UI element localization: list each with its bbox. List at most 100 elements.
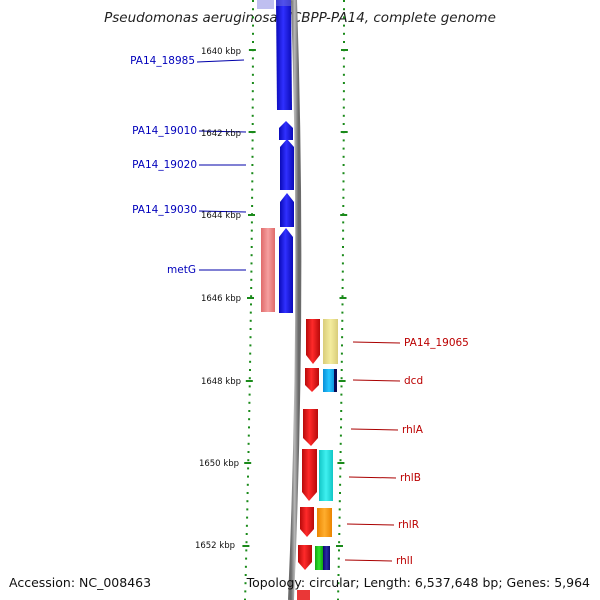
right-track-dot	[342, 123, 345, 125]
right-track-dot	[337, 598, 339, 600]
left-track-dot	[251, 139, 254, 142]
right-track-dot	[342, 229, 345, 232]
forward-strand-genes	[261, 0, 294, 313]
left-track-dot	[252, 16, 254, 19]
ruler-label: 1652 kbp	[195, 541, 235, 551]
right-track-dot	[342, 205, 345, 207]
left-track-dot	[249, 369, 251, 371]
left-track-dot	[251, 82, 254, 84]
leader-rhlR	[346, 523, 395, 526]
left-track-dot	[248, 377, 251, 380]
left-major-tick	[242, 545, 250, 547]
left-track-dot	[250, 246, 253, 248]
left-track-dot	[252, 41, 254, 43]
right-track-dot	[341, 287, 344, 289]
genome-summary-text: Topology: circular; Length: 6,537,648 bp…	[246, 575, 590, 590]
left-track-dot	[250, 295, 253, 298]
right-track-dot	[338, 533, 341, 535]
right-track-dot	[338, 549, 340, 552]
left-track-dot	[249, 319, 252, 322]
left-track-dot	[248, 410, 251, 412]
left-track-dot	[251, 114, 254, 117]
gene-rhlB-arrow	[302, 449, 317, 501]
left-major-tick	[244, 462, 252, 464]
right-track-dot	[339, 451, 342, 453]
left-track-dot	[251, 106, 254, 109]
right-track-dot	[340, 352, 343, 355]
left-track-dot	[246, 516, 249, 519]
left-track-dot	[251, 205, 254, 207]
right-track-dot	[337, 590, 340, 593]
left-track-dot	[244, 565, 247, 568]
left-track-dot	[250, 278, 253, 281]
right-track-dot	[343, 0, 345, 2]
left-track-dot	[251, 123, 254, 125]
right-track-dot	[343, 32, 345, 35]
leader-PA14_19030	[198, 210, 247, 213]
gene-label-rhlB: rhlB	[400, 472, 421, 484]
left-track-dot	[246, 492, 249, 494]
right-major-tick	[340, 131, 348, 133]
leader-rhlI	[344, 559, 393, 562]
leader-dcd	[352, 379, 401, 382]
right-major-tick	[340, 214, 348, 216]
gene-rhlI-navy	[323, 546, 330, 570]
right-track-dot	[343, 8, 345, 11]
right-track-dot	[343, 41, 345, 43]
right-track-dot	[341, 254, 344, 257]
left-track-dot	[248, 385, 251, 388]
right-track-dot	[338, 508, 341, 511]
right-track-dot	[342, 106, 345, 109]
leader-PA14_18985	[196, 59, 245, 63]
gene-dcd-block	[323, 369, 335, 392]
right-track-dot	[341, 344, 343, 347]
right-track-dot	[341, 295, 344, 298]
gene-label-metG: metG	[167, 264, 196, 276]
right-track-dot	[342, 114, 345, 117]
left-track-dot	[251, 65, 254, 68]
right-track-dot	[342, 180, 345, 183]
right-track-dot	[337, 565, 340, 568]
left-track-dot	[247, 442, 250, 445]
left-track-dot	[251, 188, 254, 191]
left-major-tick	[245, 380, 253, 382]
ruler-label: 1650 kbp	[199, 459, 239, 469]
left-major-tick	[247, 297, 254, 299]
right-track-dot	[340, 360, 343, 363]
left-track-dot	[250, 229, 253, 232]
left-track-dot	[249, 352, 252, 355]
right-track-dot	[342, 65, 345, 68]
left-track-dot	[244, 598, 246, 600]
right-track-dot	[337, 582, 340, 585]
right-track-dot	[341, 336, 344, 339]
left-track-dot	[245, 557, 248, 560]
left-track-dot	[250, 254, 253, 257]
gene-label-dcd: dcd	[404, 375, 423, 387]
left-track-dot	[246, 483, 249, 486]
right-track-dot	[337, 557, 340, 560]
gene-dcd-dark	[334, 369, 337, 392]
right-track-dot	[342, 147, 345, 150]
accession-text: Accession: NC_008463	[9, 575, 152, 590]
right-track-dot	[342, 237, 345, 240]
faded-gene-top	[257, 0, 274, 9]
right-track-dot	[341, 270, 344, 273]
gene-PA14_19040-arrow	[279, 228, 293, 313]
tick-tracks	[242, 0, 348, 600]
left-track-dot	[251, 172, 254, 175]
left-track-dot	[246, 508, 249, 511]
right-track-dot	[342, 246, 344, 248]
left-track-dot	[250, 221, 253, 224]
ruler-label: 1648 kbp	[201, 377, 241, 387]
left-track-dot	[251, 196, 254, 199]
right-major-tick	[338, 380, 346, 382]
right-track-dot	[342, 139, 345, 142]
right-track-dot	[337, 574, 340, 576]
left-track-dot	[251, 180, 254, 183]
left-track-dot	[251, 57, 254, 60]
left-track-dot	[252, 0, 254, 2]
leader-lines	[196, 59, 401, 562]
map-title: Pseudomonas aeruginosa UCBPP-PA14, compl…	[104, 10, 496, 26]
left-track-dot	[252, 8, 254, 11]
